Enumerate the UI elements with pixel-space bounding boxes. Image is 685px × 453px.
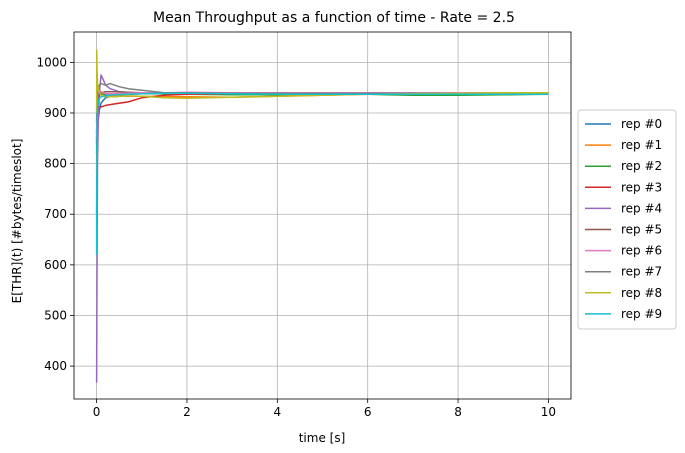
x-tick-label: 6 bbox=[364, 405, 372, 419]
x-axis-label: time [s] bbox=[299, 431, 346, 445]
series-lines bbox=[95, 49, 549, 383]
y-tick-label: 800 bbox=[44, 157, 67, 171]
axis-ticks: 0 2 4 6 8 10 400 500 600 700 800 900 1000 bbox=[36, 55, 556, 419]
series-line-rep-0 bbox=[95, 92, 549, 215]
legend: rep #0 rep #1 rep #2 rep #3 rep #4 rep #5 rep … bbox=[577, 109, 677, 330]
series-line-rep-5 bbox=[95, 90, 549, 144]
legend-box bbox=[577, 109, 677, 330]
legend-label: rep #9 bbox=[621, 307, 662, 321]
legend-label: rep #7 bbox=[621, 265, 662, 279]
y-tick-label: 1000 bbox=[36, 55, 67, 69]
x-tick-label: 4 bbox=[273, 405, 281, 419]
x-tick-label: 10 bbox=[541, 405, 556, 419]
y-tick-label: 900 bbox=[44, 106, 67, 120]
y-tick-label: 700 bbox=[44, 207, 67, 221]
series-line-rep-2 bbox=[95, 91, 549, 154]
y-tick-label: 400 bbox=[44, 359, 67, 373]
y-axis-label: E[THR](t) [#bytes/timeslot] bbox=[10, 139, 24, 304]
x-tick-label: 2 bbox=[183, 405, 191, 419]
series-line-rep-4 bbox=[95, 74, 549, 383]
legend-label: rep #2 bbox=[621, 159, 662, 173]
legend-label: rep #6 bbox=[621, 244, 662, 258]
legend-label: rep #5 bbox=[621, 223, 662, 237]
series-line-rep-9 bbox=[95, 92, 549, 255]
series-line-rep-1 bbox=[95, 89, 549, 174]
legend-label: rep #1 bbox=[621, 138, 662, 152]
legend-label: rep #0 bbox=[621, 117, 662, 131]
y-tick-label: 600 bbox=[44, 258, 67, 272]
series-line-rep-7 bbox=[95, 82, 549, 124]
y-tick-label: 500 bbox=[44, 308, 67, 322]
x-tick-label: 8 bbox=[454, 405, 462, 419]
legend-label: rep #3 bbox=[621, 180, 662, 194]
legend-label: rep #4 bbox=[621, 201, 662, 215]
series-line-rep-8 bbox=[95, 49, 549, 114]
chart-title: Mean Throughput as a function of time - … bbox=[153, 10, 515, 26]
x-tick-label: 0 bbox=[93, 405, 101, 419]
grid bbox=[74, 32, 571, 399]
legend-label: rep #8 bbox=[621, 286, 662, 300]
plot-frame bbox=[73, 31, 572, 400]
